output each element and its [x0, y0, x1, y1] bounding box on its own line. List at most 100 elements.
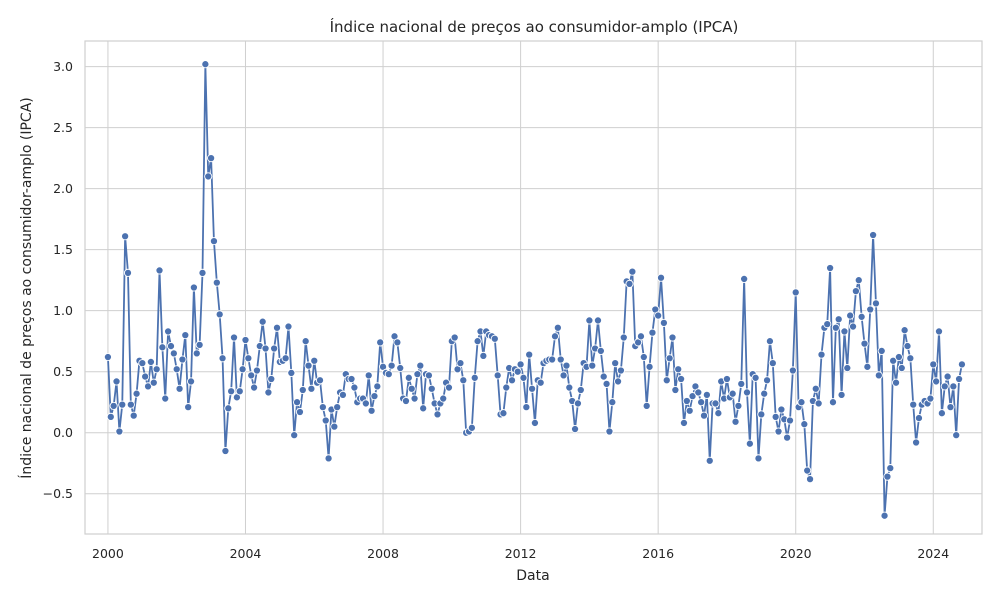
data-point-94	[373, 382, 382, 391]
data-point-272	[883, 472, 892, 481]
data-point-253	[828, 398, 838, 407]
data-point-98	[384, 370, 393, 379]
data-point-51	[250, 383, 259, 392]
data-point-209	[702, 390, 711, 399]
data-point-48	[241, 335, 250, 345]
x-tick-label-6: 2024	[917, 546, 949, 561]
data-point-276	[894, 353, 903, 362]
data-point-33	[198, 268, 207, 277]
y-tick-label-6: 2.5	[53, 120, 73, 135]
data-point-262	[854, 276, 863, 285]
data-point-279	[903, 342, 912, 351]
data-point-160	[562, 361, 571, 370]
data-point-123	[456, 359, 465, 368]
chart-title: Índice nacional de preços ao consumidor-…	[330, 17, 739, 36]
data-point-297	[955, 374, 964, 384]
data-point-146	[522, 403, 531, 412]
data-point-174	[602, 379, 611, 388]
data-point-220	[734, 401, 743, 410]
data-point-113	[427, 384, 436, 393]
data-point-62	[281, 354, 290, 363]
data-point-141	[507, 376, 517, 385]
data-point-59	[272, 323, 282, 332]
data-point-223	[742, 388, 752, 397]
data-point-128	[470, 373, 479, 382]
x-tick-label-5: 2020	[780, 546, 812, 561]
data-point-1	[106, 412, 115, 421]
data-point-67	[295, 407, 304, 417]
data-point-121	[450, 333, 459, 342]
data-point-270	[877, 346, 886, 356]
data-point-227	[754, 454, 763, 463]
data-point-196	[665, 354, 674, 363]
data-point-267	[869, 230, 878, 240]
x-tick-label-1: 2004	[230, 546, 262, 561]
data-point-219	[731, 417, 740, 426]
data-point-23	[169, 349, 178, 358]
data-point-135	[490, 334, 499, 343]
data-point-176	[608, 398, 617, 407]
data-point-188	[642, 401, 651, 410]
x-tick-label-0: 2000	[92, 546, 124, 561]
data-point-212	[711, 399, 720, 408]
x-axis-label: Data	[516, 568, 549, 584]
data-point-210	[705, 456, 714, 465]
data-point-91	[364, 371, 373, 380]
data-point-19	[158, 343, 167, 352]
data-point-90	[361, 399, 370, 408]
data-point-282	[912, 438, 921, 447]
data-point-226	[751, 373, 760, 382]
data-point-171	[593, 316, 603, 325]
data-point-8	[126, 400, 135, 409]
data-point-258	[843, 363, 852, 373]
data-point-149	[530, 418, 539, 428]
data-point-206	[694, 388, 703, 397]
data-point-70	[304, 361, 313, 370]
y-tick-label-0: −0.5	[43, 486, 73, 501]
data-point-280	[906, 354, 915, 363]
data-point-199	[674, 365, 683, 374]
data-point-144	[516, 360, 525, 369]
data-point-79	[330, 422, 339, 431]
data-point-257	[840, 327, 849, 336]
data-point-266	[866, 305, 875, 314]
data-point-244	[803, 466, 812, 475]
data-point-195	[662, 376, 671, 385]
data-point-169	[588, 361, 597, 370]
x-tick-label-3: 2012	[505, 546, 537, 561]
data-point-46	[235, 387, 244, 396]
data-point-156	[550, 332, 560, 341]
data-point-24	[172, 365, 181, 374]
data-point-112	[424, 371, 433, 380]
data-point-274	[889, 356, 898, 365]
data-point-95	[376, 338, 385, 347]
data-point-187	[639, 353, 648, 362]
data-point-186	[636, 332, 646, 341]
data-point-232	[768, 359, 777, 368]
data-point-20	[161, 394, 170, 403]
data-point-4	[115, 427, 124, 436]
data-point-239	[788, 366, 797, 375]
data-point-55	[261, 344, 270, 353]
data-point-76	[321, 416, 330, 425]
data-point-63	[284, 322, 293, 331]
data-point-13	[141, 372, 150, 381]
data-point-221	[737, 379, 746, 388]
data-point-179	[616, 366, 625, 375]
data-point-291	[937, 409, 946, 418]
data-point-269	[874, 371, 883, 380]
data-point-161	[565, 383, 574, 392]
data-point-230	[763, 376, 772, 385]
data-point-86	[350, 383, 359, 392]
data-point-213	[714, 409, 723, 418]
data-point-147	[525, 350, 534, 359]
data-point-201	[679, 418, 689, 428]
y-tick-label-1: 0.0	[53, 425, 73, 440]
data-point-200	[677, 374, 686, 384]
data-point-289	[932, 377, 941, 386]
data-point-293	[943, 372, 952, 381]
data-point-18	[155, 266, 164, 275]
data-point-108	[413, 370, 422, 379]
data-point-177	[611, 359, 620, 368]
